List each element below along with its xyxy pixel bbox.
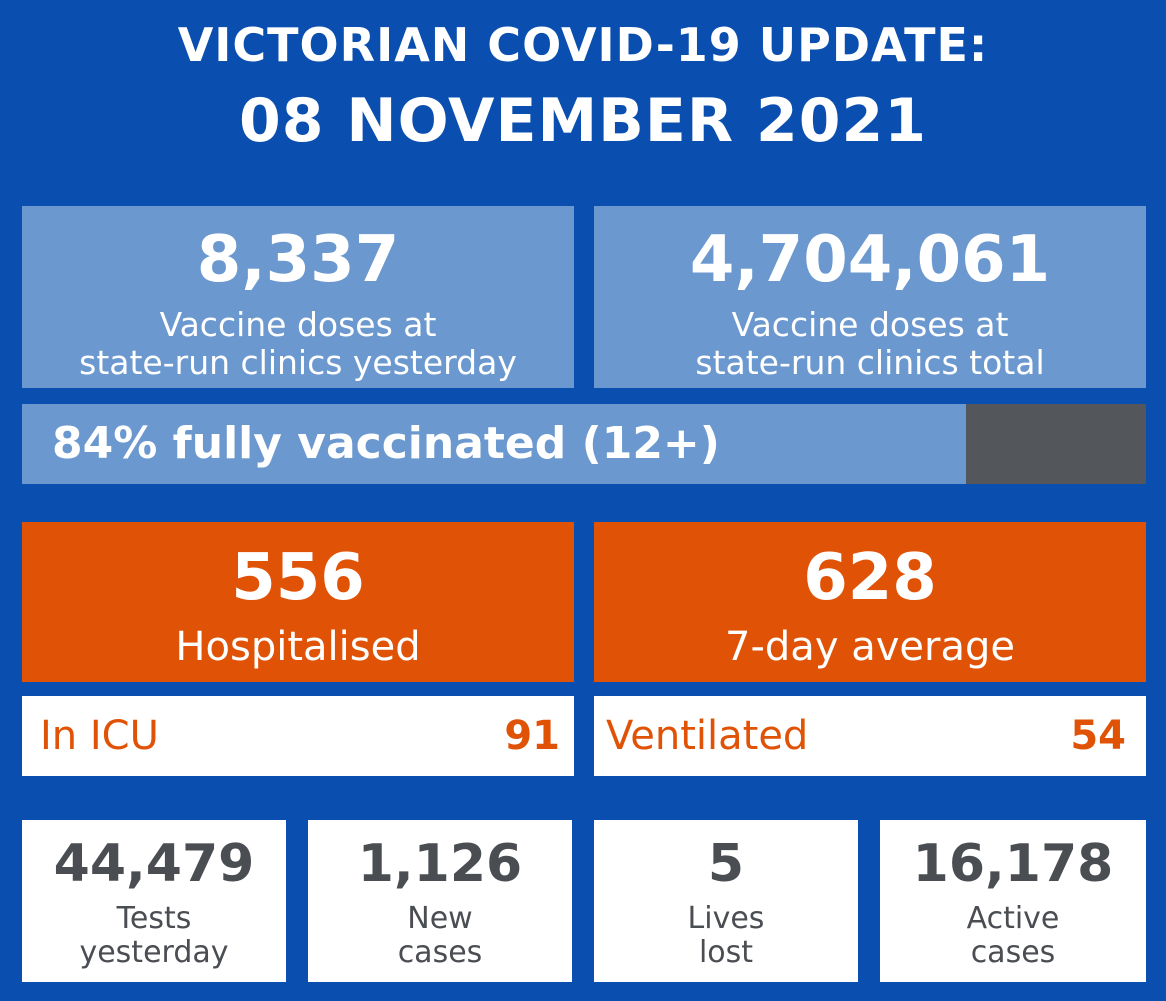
icu-label: In ICU [40, 713, 159, 759]
page-title-line1: VICTORIAN COVID-19 UPDATE: [177, 18, 989, 72]
stat-card-active-cases: 16,178 Active cases [880, 820, 1146, 982]
icu-value: 91 [504, 713, 560, 759]
lives-lost-value: 5 [707, 834, 745, 894]
stat-card-tests: 44,479 Tests yesterday [22, 820, 286, 982]
vaccine-total-card: 4,704,061 Vaccine doses at state-run cli… [594, 206, 1146, 388]
stat-card-new-cases: 1,126 New cases [308, 820, 572, 982]
lives-lost-label-1: Lives [687, 901, 765, 936]
vaccine-yesterday-card: 8,337 Vaccine doses at state-run clinics… [22, 206, 574, 388]
tests-label-1: Tests [116, 901, 192, 936]
hospitalised-card: 556 Hospitalised [22, 522, 574, 682]
vaccination-progress-fill [22, 404, 967, 484]
stat-card-lives-lost: 5 Lives lost [594, 820, 858, 982]
vaccine-yesterday-label-1: Vaccine doses at [159, 305, 437, 344]
vaccination-progress-label: 84% fully vaccinated (12+) [52, 418, 720, 469]
vaccine-yesterday-label-2: state-run clinics yesterday [79, 343, 517, 382]
active-cases-label-2: cases [970, 935, 1056, 970]
hospitalised-label: Hospitalised [175, 624, 421, 670]
page-title-date: 08 NOVEMBER 2021 [239, 86, 927, 156]
tests-value: 44,479 [53, 834, 255, 894]
active-cases-label-1: Active [966, 901, 1060, 936]
active-cases-value: 16,178 [912, 834, 1114, 894]
vaccine-yesterday-value: 8,337 [196, 223, 400, 297]
tests-label-2: yesterday [79, 935, 229, 970]
ventilated-label: Ventilated [606, 713, 809, 759]
seven-day-average-label: 7-day average [725, 624, 1015, 670]
vaccine-total-label-1: Vaccine doses at [731, 305, 1009, 344]
vaccine-total-value: 4,704,061 [689, 223, 1051, 297]
seven-day-average-card: 628 7-day average [594, 522, 1146, 682]
icu-row: In ICU 91 [22, 696, 574, 776]
hospitalised-value: 556 [231, 541, 365, 615]
new-cases-label-2: cases [397, 935, 483, 970]
ventilated-value: 54 [1070, 713, 1126, 759]
lives-lost-label-2: lost [698, 935, 754, 970]
ventilated-row: Ventilated 54 [594, 696, 1146, 776]
new-cases-value: 1,126 [357, 834, 523, 894]
new-cases-label-1: New [407, 901, 473, 936]
vaccine-total-label-2: state-run clinics total [695, 343, 1045, 382]
vaccination-progress-bar: 84% fully vaccinated (12+) [22, 404, 1146, 484]
seven-day-average-value: 628 [803, 541, 937, 615]
